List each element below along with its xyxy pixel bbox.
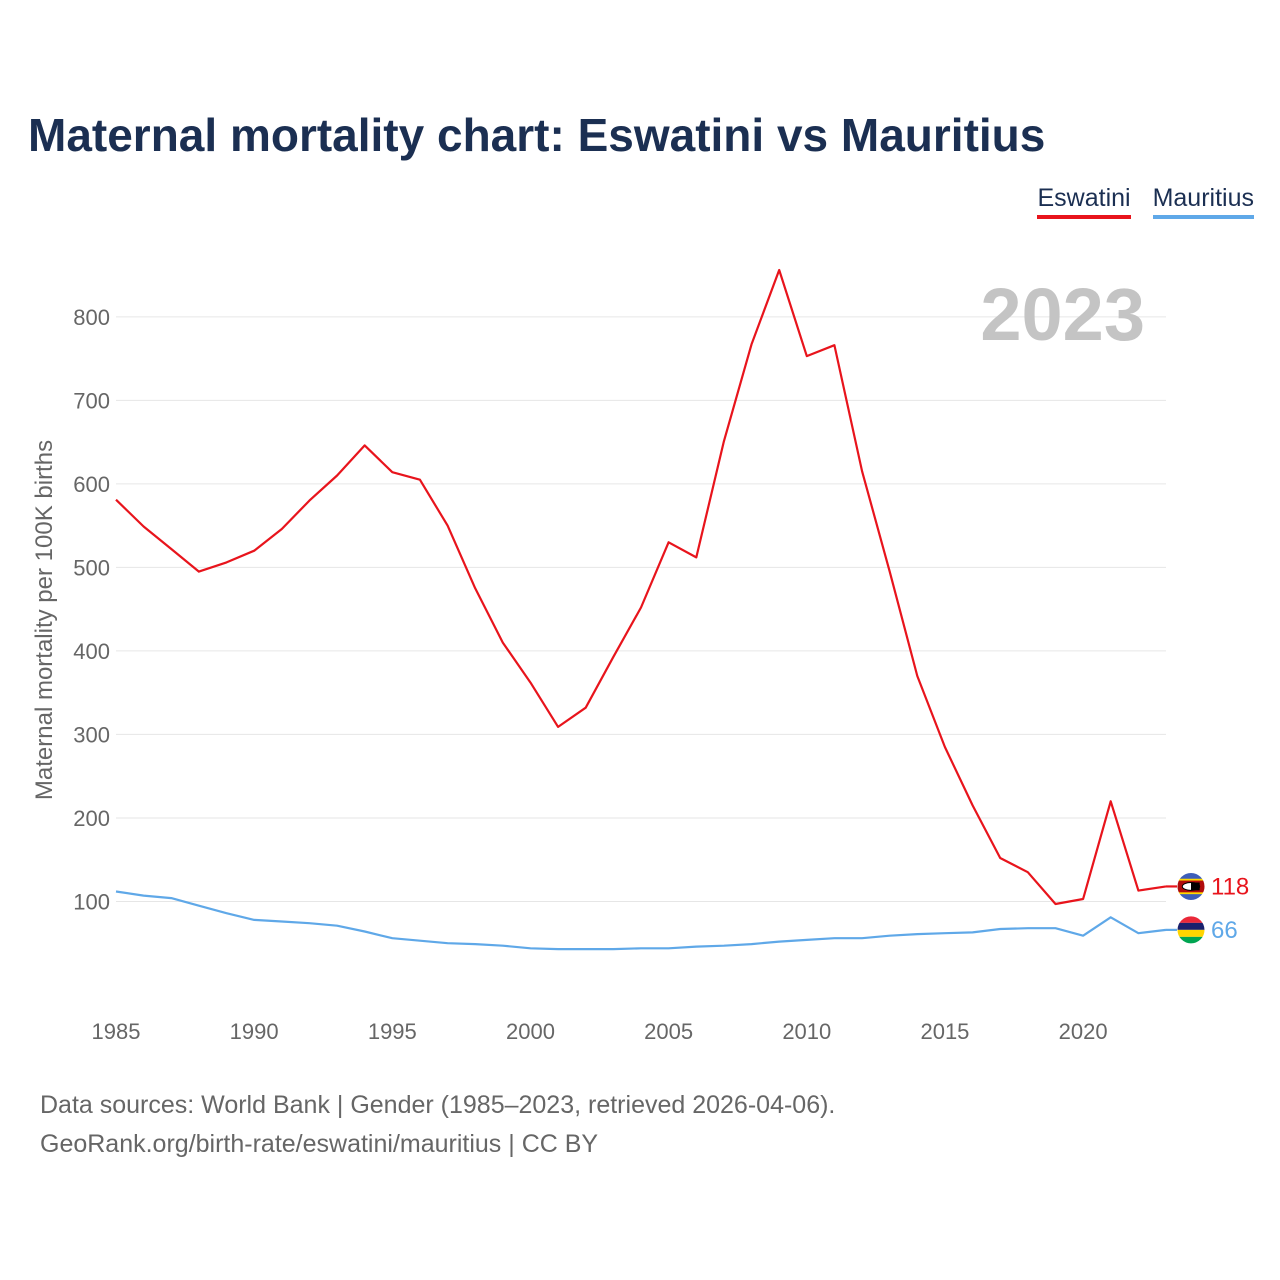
end-value-eswatini: 118 bbox=[1211, 873, 1249, 900]
x-tick-label: 1995 bbox=[368, 1019, 417, 1044]
sources: Data sources: World Bank | Gender (1985–… bbox=[40, 1086, 835, 1164]
end-markers: 118 66 bbox=[1166, 871, 1249, 945]
x-tick-label: 1990 bbox=[230, 1019, 279, 1044]
flag-icon-mauritius bbox=[1176, 915, 1206, 945]
x-axis-ticks: 1985 1990 1995 2000 2005 2010 2015 2020 bbox=[92, 1019, 1108, 1044]
end-value-mauritius: 66 bbox=[1211, 917, 1238, 944]
y-axis-label: Maternal mortality per 100K births bbox=[31, 440, 58, 800]
y-tick-label: 300 bbox=[73, 722, 110, 747]
x-tick-label: 2020 bbox=[1059, 1019, 1108, 1044]
x-tick-label: 2000 bbox=[506, 1019, 555, 1044]
y-axis-ticks: 100 200 300 400 500 600 700 800 bbox=[73, 305, 110, 915]
sources-line-1: Data sources: World Bank | Gender (1985–… bbox=[40, 1091, 836, 1119]
y-tick-label: 800 bbox=[73, 305, 110, 330]
year-badge: 2023 bbox=[980, 273, 1145, 356]
x-tick-label: 1985 bbox=[92, 1019, 141, 1044]
series-line-eswatini bbox=[115, 268, 1167, 906]
legend-item-eswatini[interactable]: Eswatini bbox=[1037, 184, 1131, 219]
sources-line-2[interactable]: GeoRank.org/birth-rate/eswatini/mauritiu… bbox=[40, 1130, 599, 1158]
grid-lines bbox=[116, 316, 1166, 902]
flag-icon-eswatini bbox=[1176, 871, 1206, 901]
y-tick-label: 200 bbox=[73, 806, 110, 831]
y-tick-label: 500 bbox=[73, 555, 110, 580]
series-lines bbox=[115, 268, 1167, 951]
y-tick-label: 400 bbox=[73, 639, 110, 664]
legend-item-mauritius[interactable]: Mauritius bbox=[1152, 184, 1254, 219]
x-tick-label: 2015 bbox=[920, 1019, 969, 1044]
x-tick-label: 2005 bbox=[644, 1019, 693, 1044]
y-tick-label: 100 bbox=[73, 889, 110, 914]
y-tick-label: 600 bbox=[73, 472, 110, 497]
series-line-mauritius bbox=[115, 890, 1167, 951]
legend: Eswatini Mauritius bbox=[1037, 184, 1254, 219]
x-tick-label: 2010 bbox=[782, 1019, 831, 1044]
y-tick-label: 700 bbox=[73, 388, 110, 413]
chart-title: Maternal mortality chart: Eswatini vs Ma… bbox=[28, 109, 1046, 161]
